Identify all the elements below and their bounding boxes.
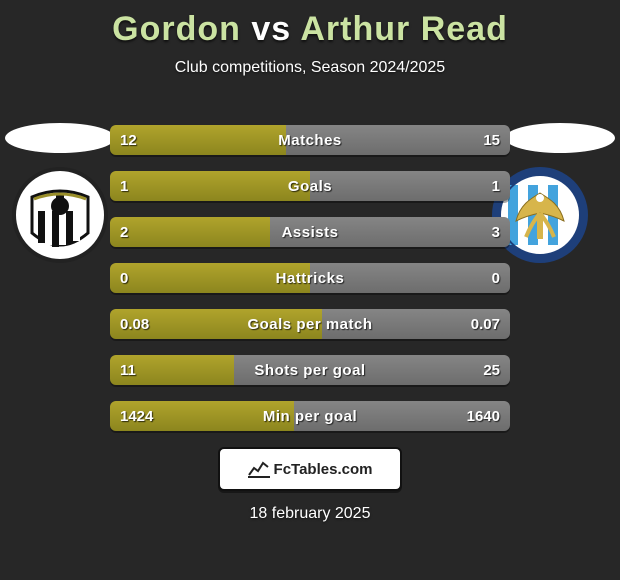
stat-label: Min per goal (110, 401, 510, 431)
title-right: Arthur Read (300, 10, 507, 48)
title-vs: vs (251, 10, 291, 48)
title-left: Gordon (112, 10, 241, 48)
brand-text: FcTables.com (274, 461, 373, 478)
stat-bars: 1215Matches 11Goals 23Assists 00Hattricks 0.… (110, 105, 510, 431)
footer-date: 18 february 2025 (0, 505, 620, 523)
stat-row: 00Hattricks (110, 263, 510, 293)
stat-row: 23Assists (110, 217, 510, 247)
chart-icon (248, 460, 270, 478)
stat-row: 1125Shots per goal (110, 355, 510, 385)
stat-label: Goals (110, 171, 510, 201)
shadow-ellipse-left (5, 123, 115, 153)
stat-label: Goals per match (110, 309, 510, 339)
stat-label: Hattricks (110, 263, 510, 293)
brand-box: FcTables.com (218, 447, 402, 491)
stat-row: 14241640Min per goal (110, 401, 510, 431)
subtitle: Club competitions, Season 2024/2025 (0, 59, 620, 77)
page-title: Gordon vs Arthur Read (0, 10, 620, 49)
stat-label: Assists (110, 217, 510, 247)
content: 1215Matches 11Goals 23Assists 00Hattricks 0.… (0, 105, 620, 523)
stat-row: 11Goals (110, 171, 510, 201)
notts-county-crest-icon (10, 165, 110, 265)
stat-label: Shots per goal (110, 355, 510, 385)
stat-row: 1215Matches (110, 125, 510, 155)
stat-row: 0.080.07Goals per match (110, 309, 510, 339)
shadow-ellipse-right (505, 123, 615, 153)
stat-label: Matches (110, 125, 510, 155)
